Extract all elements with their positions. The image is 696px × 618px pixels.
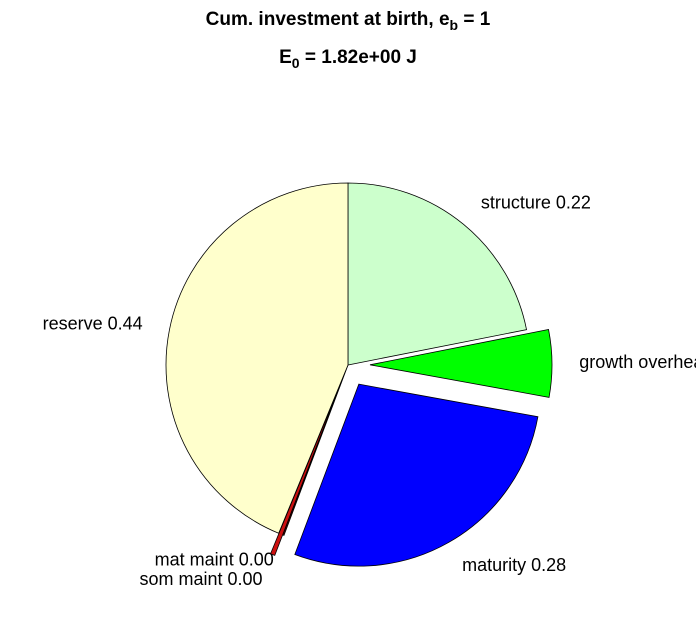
slice-label: mat maint 0.00: [155, 549, 274, 569]
slice-name: growth overhead: [579, 352, 696, 372]
slice-value: 0.44: [108, 313, 143, 333]
slice-value: 0.00: [228, 569, 263, 589]
pie-slice: [270, 385, 341, 556]
slice-label: maturity 0.28: [462, 555, 566, 575]
subtitle-subscript: 0: [292, 55, 300, 71]
slice-label: som maint 0.00: [140, 569, 263, 589]
slice-name: maturity: [462, 555, 526, 575]
slice-name: structure: [481, 192, 551, 212]
slice-name: mat maint: [155, 549, 234, 569]
pie-slice: [294, 383, 539, 567]
chart-subtitle: E0 = 1.82e+00 J: [279, 47, 417, 71]
chart-title: Cum. investment at birth, eb = 1: [206, 9, 491, 33]
subtitle-part: = 1.82e+00 J: [300, 47, 417, 68]
slice-value: 0.28: [531, 555, 566, 575]
slice-value: 0.22: [556, 192, 591, 212]
slice-label: growth overhead0.06: [579, 352, 696, 372]
slice-label: reserve 0.44: [43, 313, 143, 333]
pie-slice: [369, 329, 553, 398]
subtitle-part: E: [279, 47, 292, 68]
slice-label: structure 0.22: [481, 192, 591, 212]
slice-value: 0.00: [239, 549, 274, 569]
pie-slice: [347, 182, 528, 366]
pie-slice: [165, 182, 349, 534]
slice-name: som maint: [140, 569, 223, 589]
slice-name: reserve: [43, 313, 103, 333]
title-part: = 1: [458, 9, 491, 30]
title-subscript: b: [450, 17, 459, 33]
title-part: Cum. investment at birth, e: [206, 9, 450, 30]
